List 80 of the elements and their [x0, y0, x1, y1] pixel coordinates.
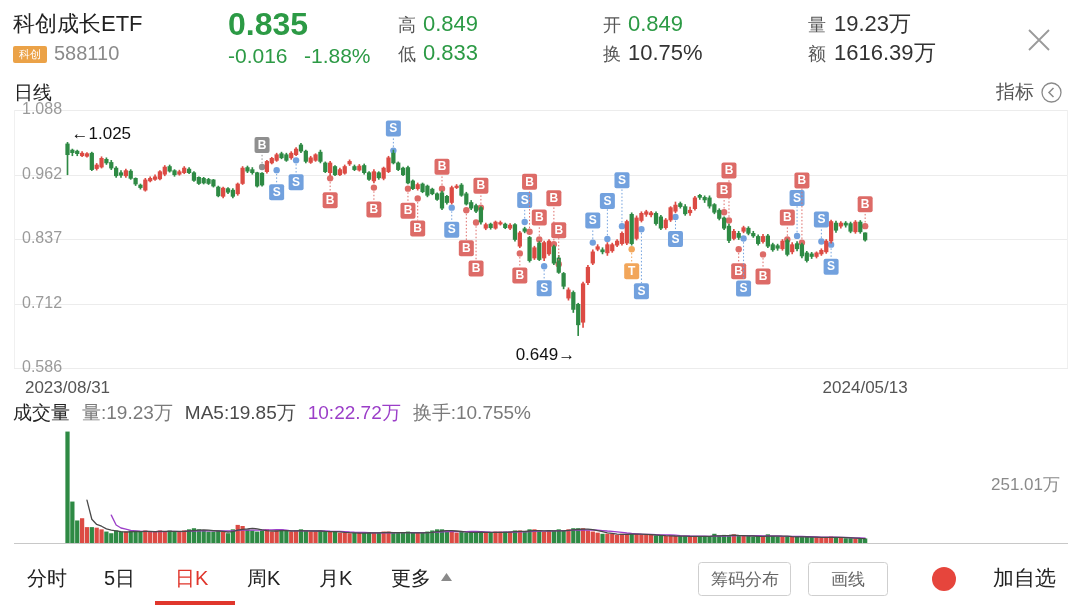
- data-label: S: [292, 175, 301, 190]
- data-label: B: [525, 174, 535, 189]
- x-tick-label: 2023/08/31: [24, 377, 111, 397]
- data-label: B: [554, 223, 564, 237]
- text: 换手:10.755%: [412, 401, 531, 425]
- data-label: S: [671, 231, 680, 246]
- text: 10:22.72万: [307, 401, 401, 425]
- text: 1616.39万: [834, 40, 936, 66]
- data-label: B: [534, 210, 544, 225]
- data-label: S: [588, 213, 597, 228]
- y-tick-label: 0.837: [22, 229, 63, 247]
- text: 10.75%: [628, 40, 703, 66]
- data-label: B: [471, 261, 481, 276]
- annotation: 0.649→: [515, 345, 576, 365]
- annotation: ←1.025: [71, 124, 132, 144]
- data-label: T: [628, 264, 637, 279]
- data-label: B: [724, 163, 734, 178]
- text: 19.23万: [834, 11, 912, 37]
- data-label: B: [437, 159, 447, 174]
- data-label: S: [817, 212, 826, 227]
- text: 251.01万: [991, 475, 1060, 495]
- text: 更多: [391, 566, 431, 590]
- text: 日K: [175, 566, 209, 590]
- text: 周K: [247, 566, 281, 590]
- data-label: S: [389, 121, 398, 136]
- text: 0.835: [228, 5, 309, 43]
- data-label: S: [793, 190, 802, 205]
- text: 0.849: [423, 11, 479, 37]
- text: 加自选: [993, 565, 1056, 590]
- text: 指标: [996, 80, 1034, 104]
- data-label: S: [617, 172, 626, 187]
- data-label: S: [447, 222, 456, 237]
- text: 换: [603, 43, 621, 65]
- data-label: B: [413, 221, 423, 236]
- x-tick-label: 2024/05/13: [822, 377, 908, 397]
- data-label: B: [783, 210, 792, 225]
- data-label: S: [603, 193, 612, 208]
- text: 筹码分布: [710, 568, 779, 591]
- text: 高: [398, 14, 416, 36]
- text: 5日: [104, 566, 136, 590]
- data-label: B: [403, 203, 413, 218]
- data-label: B: [515, 268, 525, 283]
- data-label: S: [739, 281, 748, 296]
- y-tick-label: 0.712: [22, 293, 63, 311]
- data-label: S: [827, 259, 836, 274]
- text: -0.016: [228, 43, 288, 68]
- text: 0.833: [423, 40, 479, 66]
- text: 开: [603, 14, 621, 36]
- data-label: B: [734, 264, 744, 279]
- y-tick-label: 0.962: [22, 164, 63, 182]
- data-label: B: [758, 269, 768, 284]
- data-label: B: [860, 196, 870, 211]
- data-label: B: [257, 137, 267, 152]
- y-tick-label: 0.586: [22, 358, 63, 376]
- text: 月K: [319, 566, 353, 590]
- data-label: S: [637, 284, 646, 299]
- data-label: B: [461, 241, 471, 256]
- data-label: S: [520, 192, 529, 207]
- data-label: S: [540, 281, 549, 296]
- data-label: B: [797, 173, 807, 188]
- text: 额: [808, 43, 826, 65]
- text: 588110: [54, 41, 120, 65]
- data-label: B: [325, 193, 335, 208]
- text: 低: [398, 43, 416, 65]
- text: 量:19.23万: [82, 401, 173, 425]
- data-label: B: [719, 183, 729, 198]
- y-tick-label: 1.088: [22, 100, 63, 118]
- chart-title: 成交量: [13, 401, 70, 425]
- data-label: S: [272, 184, 281, 199]
- text: MA5:19.85万: [184, 401, 296, 425]
- chart-title: 日线: [14, 81, 52, 103]
- text: 分时: [27, 566, 67, 590]
- data-label: B: [549, 190, 559, 205]
- text: 科创成长ETF: [13, 11, 143, 37]
- text: -1.88%: [304, 43, 371, 68]
- text: 量: [808, 14, 826, 36]
- text: 画线: [831, 568, 865, 591]
- text: 0.849: [628, 11, 684, 37]
- data-label: B: [476, 178, 486, 193]
- data-label: B: [369, 202, 379, 217]
